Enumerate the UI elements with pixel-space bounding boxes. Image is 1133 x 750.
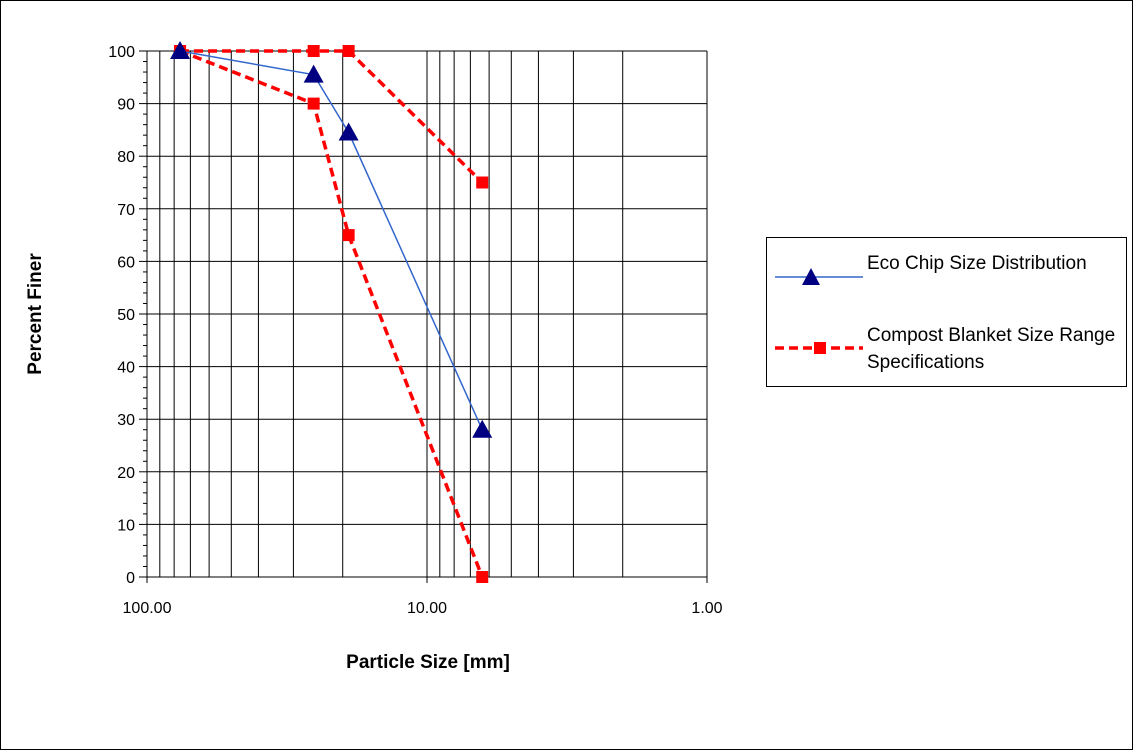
compost-spec-point xyxy=(476,176,489,189)
compost-spec-point xyxy=(307,97,320,110)
gridlines xyxy=(147,50,708,578)
eco-chip-line xyxy=(179,50,483,431)
legend-swatch-eco-chip xyxy=(775,268,863,285)
eco-chip-point xyxy=(170,41,191,59)
y-tick-label: 100 xyxy=(108,44,135,61)
legend: Eco Chip Size Distribution Compost Blank… xyxy=(766,237,1127,387)
y-tick-label: 70 xyxy=(117,202,135,219)
y-tick-label: 90 xyxy=(117,97,135,114)
y-tick-label: 40 xyxy=(117,360,135,377)
eco-chip-point xyxy=(338,122,359,141)
x-tick-label: 100.00 xyxy=(123,600,172,617)
axes xyxy=(139,50,708,583)
compost-spec-point xyxy=(307,45,320,57)
legend-label-compost-blanket: Compost Blanket Size Range Specification… xyxy=(867,325,1116,373)
compost-spec-point xyxy=(342,45,355,57)
x-tick-label: 10.00 xyxy=(407,600,447,617)
compost-spec-lower-line xyxy=(179,49,484,578)
compost-spec-point xyxy=(476,571,489,583)
series-layer xyxy=(170,41,493,583)
eco-chip-point xyxy=(472,419,493,438)
tick-labels: 0 10 20 30 40 50 60 70 80 90 100 100.00 10.00 1.00 xyxy=(108,44,722,617)
legend-label-eco-chip: Eco Chip Size Distribution xyxy=(867,253,1087,274)
compost-spec-point xyxy=(342,229,355,242)
y-tick-label: 50 xyxy=(117,307,135,324)
y-tick-label: 0 xyxy=(126,570,135,587)
y-tick-label: 30 xyxy=(117,412,135,429)
y-tick-label: 10 xyxy=(117,517,135,534)
y-axis-title: Percent Finer xyxy=(25,253,46,375)
legend-swatch-compost-blanket xyxy=(775,342,863,354)
eco-chip-point xyxy=(303,64,324,83)
x-axis-title: Particle Size [mm] xyxy=(346,652,510,673)
y-tick-label: 20 xyxy=(117,465,135,482)
y-tick-label: 60 xyxy=(117,254,135,271)
x-tick-label: 1.00 xyxy=(691,600,722,617)
y-tick-label: 80 xyxy=(117,149,135,166)
